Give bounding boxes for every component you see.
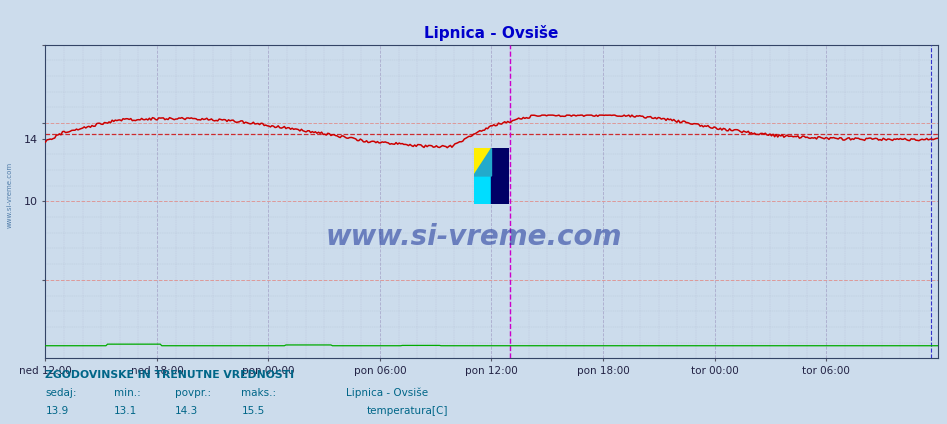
Text: 14.3: 14.3	[175, 406, 199, 416]
Text: 13.9: 13.9	[45, 406, 69, 416]
Text: 15.5: 15.5	[241, 406, 265, 416]
Text: Lipnica - Ovsiše: Lipnica - Ovsiše	[346, 388, 428, 398]
Text: min.:: min.:	[114, 388, 140, 398]
Text: povpr.:: povpr.:	[175, 388, 211, 398]
Bar	[474, 148, 491, 176]
Text: maks.:: maks.:	[241, 388, 277, 398]
Polygon shape	[474, 148, 491, 176]
Bar	[474, 176, 491, 204]
Text: www.si-vreme.com: www.si-vreme.com	[7, 162, 12, 228]
Title: Lipnica - Ovsiše: Lipnica - Ovsiše	[424, 25, 559, 41]
Text: ZGODOVINSKE IN TRENUTNE VREDNOSTI: ZGODOVINSKE IN TRENUTNE VREDNOSTI	[45, 370, 295, 380]
Text: sedaj:: sedaj:	[45, 388, 77, 398]
Text: www.si-vreme.com: www.si-vreme.com	[325, 223, 622, 251]
Text: temperatura[C]: temperatura[C]	[366, 406, 448, 416]
Bar	[491, 148, 509, 204]
Text: 13.1: 13.1	[114, 406, 137, 416]
